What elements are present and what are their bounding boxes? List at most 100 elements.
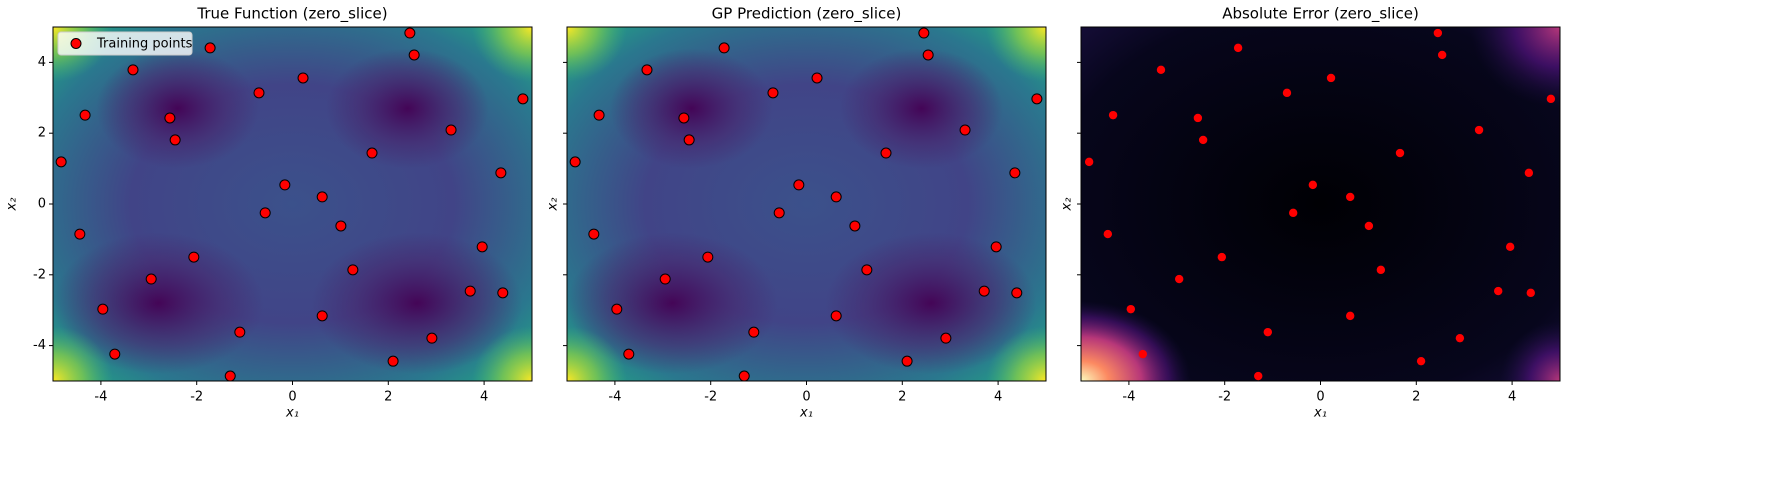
field-corner — [986, 326, 1046, 381]
training-point — [593, 109, 605, 121]
training-point — [793, 179, 805, 191]
x-tick-label: 4 — [994, 390, 1002, 405]
training-point — [1546, 94, 1556, 104]
training-point — [940, 332, 952, 344]
training-point — [1138, 349, 1147, 359]
training-point — [55, 156, 67, 168]
field-corner — [53, 326, 113, 381]
training-point — [1416, 356, 1426, 366]
field — [567, 27, 1046, 381]
training-point — [1217, 252, 1227, 262]
field-minimum — [53, 232, 264, 374]
training-point — [426, 332, 438, 344]
y-axis-label: x₂ — [1060, 198, 1075, 212]
training-point — [978, 285, 990, 297]
field-minimum — [610, 48, 773, 169]
training-point — [718, 42, 730, 54]
field-warm — [1470, 27, 1560, 107]
field-hot — [1081, 301, 1191, 381]
training-point — [1494, 286, 1503, 296]
training-point — [1174, 274, 1184, 284]
training-point — [316, 310, 328, 322]
training-point — [1198, 135, 1208, 145]
training-point — [1011, 287, 1023, 299]
panel: GP Prediction (zero_slice) -4 -2 0 2 4 x₁ x₂ — [546, 5, 1047, 421]
training-point — [901, 355, 913, 367]
training-point — [445, 124, 457, 136]
training-point — [1455, 333, 1465, 343]
training-point — [335, 220, 347, 232]
training-point — [1009, 167, 1021, 179]
legend-box — [57, 31, 193, 56]
training-point — [1395, 148, 1405, 158]
training-point — [464, 285, 476, 297]
panel-title: GP Prediction (zero_slice) — [712, 5, 902, 24]
training-point — [495, 167, 507, 179]
training-point — [224, 370, 236, 382]
training-point — [849, 220, 861, 232]
training-point — [1084, 157, 1094, 167]
training-point — [1526, 288, 1535, 298]
training-point — [387, 355, 399, 367]
training-point — [366, 147, 378, 159]
training-point — [97, 303, 109, 315]
training-point — [74, 228, 86, 240]
field-corner — [472, 326, 532, 381]
training-point — [1474, 125, 1484, 135]
field-minimum — [311, 232, 523, 374]
training-point — [404, 27, 416, 39]
panel: True Function (zero_slice) -4 -2 0 2 4 -4 -2 0 2 4… — [5, 5, 533, 421]
training-point — [169, 134, 181, 146]
training-point — [497, 287, 509, 299]
training-point — [830, 310, 842, 322]
training-point — [234, 326, 246, 338]
field-corner — [567, 326, 627, 381]
training-point — [623, 348, 635, 360]
y-tick-label: 2 — [38, 126, 46, 141]
x-tick-label: 4 — [480, 390, 488, 405]
training-point — [1108, 110, 1118, 120]
training-point — [1103, 229, 1113, 239]
field-corner — [567, 27, 627, 82]
training-point — [641, 64, 653, 76]
field-minimum — [567, 232, 778, 374]
training-point — [297, 72, 309, 84]
x-tick-label: 2 — [384, 390, 392, 405]
training-point — [1156, 65, 1166, 75]
training-point — [569, 156, 581, 168]
training-point — [279, 179, 291, 191]
training-point — [990, 241, 1002, 253]
training-point — [127, 64, 139, 76]
training-point — [1288, 208, 1298, 218]
field-minimum — [825, 232, 1037, 374]
x-tick-label: 0 — [802, 390, 810, 405]
training-point — [1193, 113, 1203, 123]
field-corner — [986, 27, 1046, 82]
field-corner — [472, 27, 532, 82]
training-point — [918, 27, 930, 39]
x-tick-label: 4 — [1508, 390, 1516, 405]
training-point — [702, 251, 714, 263]
training-point — [880, 147, 892, 159]
training-point — [109, 348, 121, 360]
x-tick-label: -2 — [1218, 390, 1231, 405]
training-point — [1345, 311, 1355, 321]
panel-title: Absolute Error (zero_slice) — [1222, 5, 1419, 24]
panel-title: True Function (zero_slice) — [196, 5, 387, 24]
training-point — [517, 93, 529, 105]
training-point — [588, 228, 600, 240]
field-minimum — [326, 48, 489, 169]
x-tick-label: 0 — [288, 390, 296, 405]
training-point — [1376, 265, 1386, 275]
panel: Absolute Error (zero_slice) -4 -2 0 2 4 x₁ x₂ — [1060, 5, 1561, 421]
training-point — [408, 49, 420, 61]
training-point — [1524, 168, 1534, 178]
training-point — [811, 72, 823, 84]
x-tick-label: -4 — [608, 390, 621, 405]
training-point — [253, 87, 265, 99]
x-axis-label: x₁ — [1313, 406, 1327, 421]
training-point — [1263, 327, 1273, 337]
x-axis-label: x₁ — [799, 406, 813, 421]
legend-label: Training points — [96, 37, 193, 52]
x-axis-label: x₁ — [285, 406, 299, 421]
